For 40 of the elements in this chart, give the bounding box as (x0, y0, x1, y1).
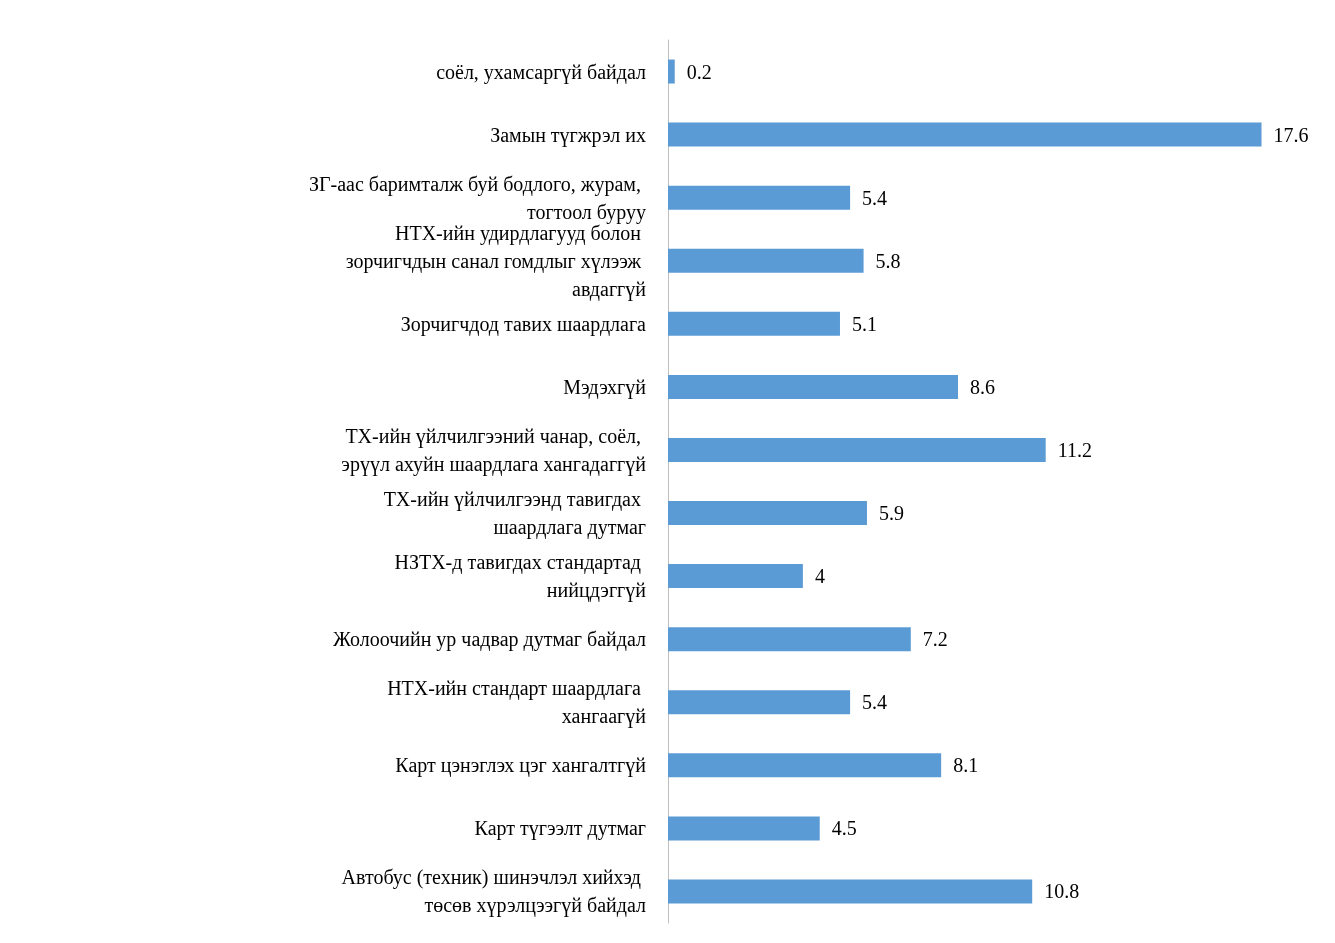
y-tick-label: ТХ-ийн үйлчилгээний чанар, соёл, эрүүл ахуйн шаардлага хангадаггүй (341, 424, 647, 476)
data-label: 4.5 (831, 817, 857, 840)
y-tick-label: соёл, ухамсаргүй байдал (436, 60, 647, 84)
bar (668, 690, 851, 715)
bar (668, 816, 820, 841)
y-tick-label: Карт цэнэглэх цэг хангалтгүй (395, 754, 647, 778)
bar (668, 311, 840, 336)
y-tick-label: НТХ-ийн стандарт шаардлага хангаагүй (387, 677, 647, 729)
y-tick-label: Замын түгжрэл их (490, 123, 646, 147)
bar (668, 753, 942, 778)
data-label: 5.4 (862, 691, 888, 714)
data-label: 8.1 (953, 754, 979, 777)
y-tick-label: Мэдэхгүй (563, 375, 647, 399)
y-tick-label: ТХ-ийн үйлчилгээнд тавигдах шаардлага дутмаг (383, 488, 646, 540)
bar (668, 879, 1033, 904)
bar (668, 248, 864, 273)
bar (668, 374, 959, 399)
data-label: 8.6 (970, 375, 996, 398)
data-label: 4 (814, 565, 825, 588)
bar (668, 627, 911, 652)
y-tick-label: Карт түгээлт дутмаг (474, 817, 646, 841)
bar (668, 564, 803, 589)
data-label: 11.2 (1057, 438, 1092, 461)
y-tick-label: Зорчигчдод тавих шаардлага (400, 312, 647, 336)
data-label: 17.6 (1273, 123, 1309, 146)
data-label: 0.2 (686, 60, 712, 83)
data-label: 5.4 (862, 186, 888, 209)
data-label: 7.2 (922, 628, 948, 651)
bar (668, 122, 1262, 147)
data-label: 5.1 (851, 312, 877, 335)
data-label: 5.9 (878, 502, 904, 525)
data-label: 5.8 (875, 249, 901, 272)
y-tick-label: Автобус (техник) шинэчлэл хийхэд төсөв хүрэлцээгүй байдал (341, 866, 647, 918)
bar (668, 501, 867, 526)
bar (668, 437, 1046, 462)
bar (668, 59, 675, 84)
data-label: 10.8 (1044, 880, 1080, 903)
y-tick-label: НЗТХ-д тавигдах стандартад нийцдэггүй (394, 551, 647, 603)
bar (668, 185, 851, 210)
y-tick-label: Жолоочийн ур чадвар дутмаг байдал (333, 628, 647, 652)
